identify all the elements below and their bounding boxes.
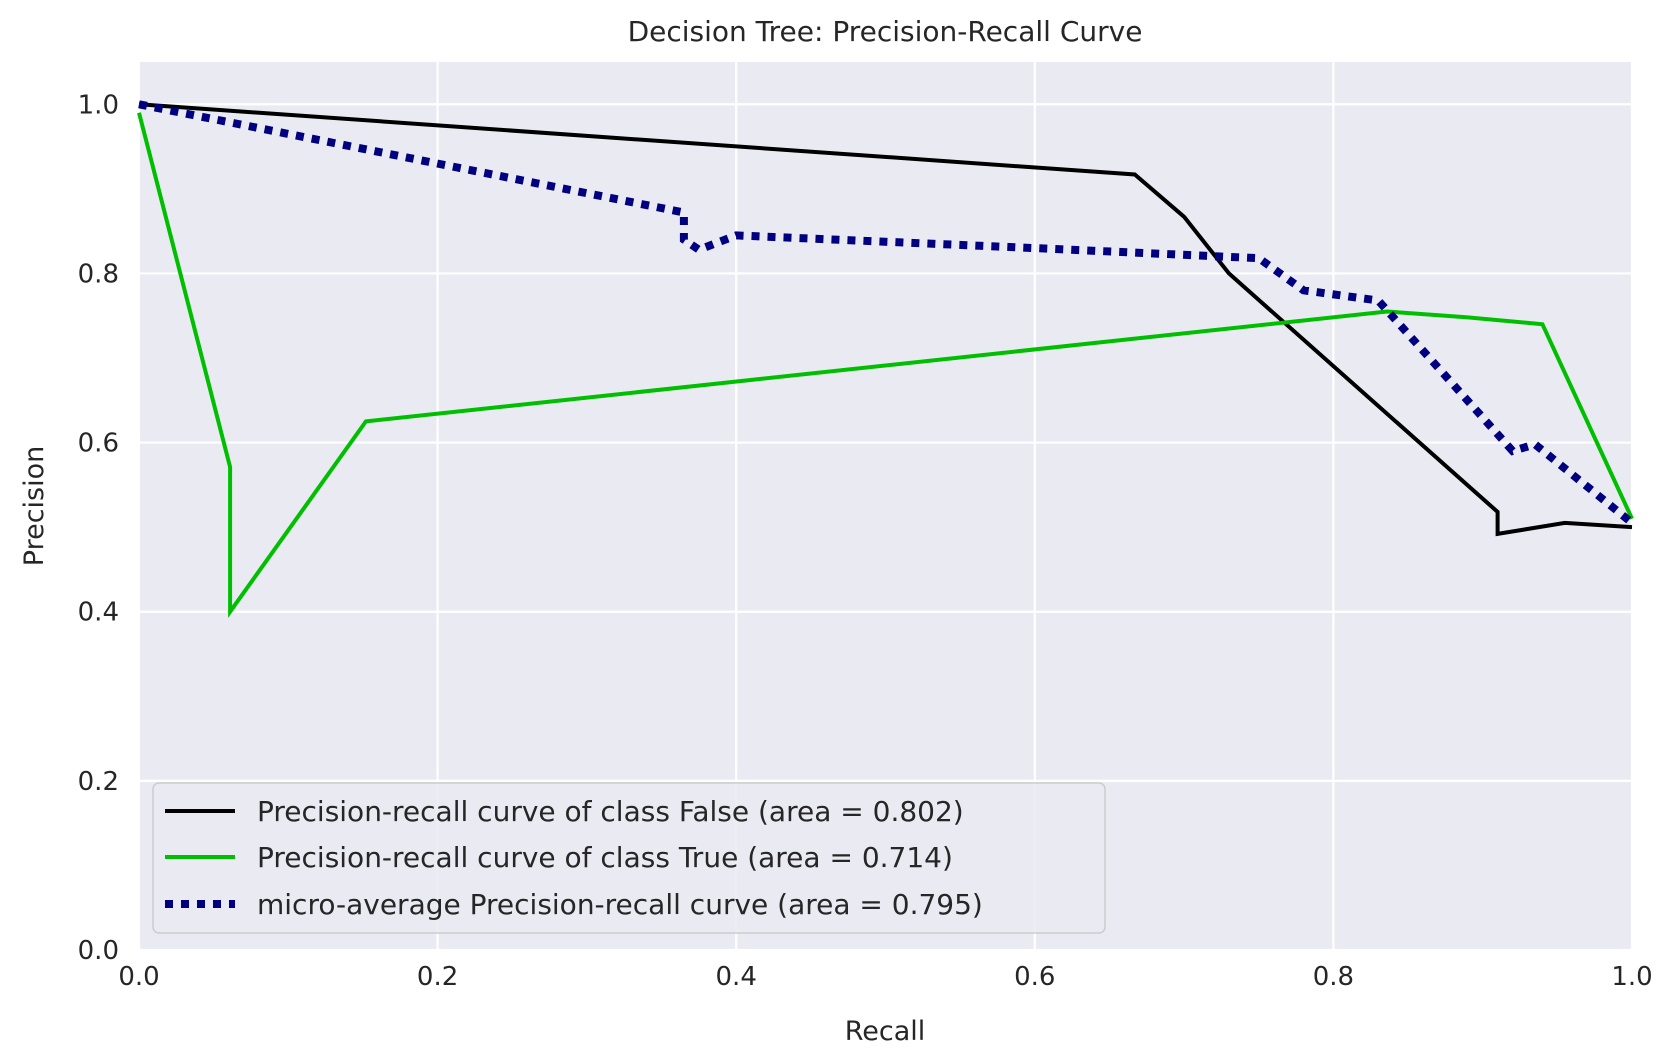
x-tick-label: 0.8 [1313,962,1354,992]
y-axis-label: Precision [19,446,50,566]
x-tick-label: 0.0 [118,962,159,992]
y-tick-labels: 0.0 0.2 0.4 0.6 0.8 1.0 [78,90,119,966]
y-tick-label: 0.8 [78,259,119,289]
x-tick-label: 1.0 [1611,962,1652,992]
legend-label-true: Precision-recall curve of class True (ar… [257,841,953,874]
x-tick-labels: 0.0 0.2 0.4 0.6 0.8 1.0 [118,962,1652,992]
y-tick-label: 0.2 [78,767,119,797]
legend-label-false: Precision-recall curve of class False (a… [257,795,964,828]
y-tick-label: 1.0 [78,90,119,120]
series-line-false [138,102,1633,537]
y-tick-label: 0.0 [78,936,119,966]
x-tick-label: 0.6 [1014,962,1055,992]
legend: Precision-recall curve of class False (a… [152,782,1106,934]
legend-box [152,782,1106,934]
grid [137,62,1634,952]
y-tick-label: 0.6 [78,429,119,459]
chart-title: Decision Tree: Precision-Recall Curve [628,15,1143,48]
series-group [137,100,1635,618]
legend-label-micro: micro-average Precision-recall curve (ar… [257,888,983,921]
x-tick-label: 0.4 [716,962,757,992]
y-tick-label: 0.4 [78,598,119,628]
x-tick-label: 0.2 [417,962,458,992]
series-line-micro-average [138,100,1635,527]
x-axis-label: Recall [845,1016,926,1047]
series-line-true [137,112,1634,618]
